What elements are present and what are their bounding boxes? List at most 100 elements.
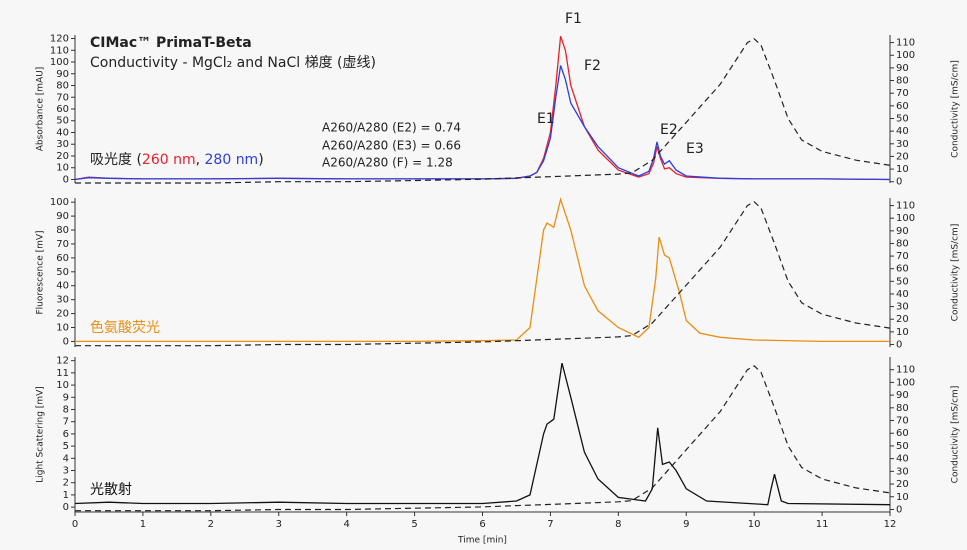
conductivity-line [75,38,891,184]
y2-tick-label: 90 [896,390,909,401]
y-tick-label: 3 [63,466,69,477]
y-tick-label: 50 [56,116,69,127]
y2-tick-label: 40 [896,454,909,465]
y2-tick-label: 90 [896,63,909,74]
y-tick-label: 60 [56,253,69,264]
y2-tick-label: 10 [896,492,909,503]
y2-tick-label: 110 [896,365,915,376]
y-tick-label: 2 [63,478,69,489]
chart-title: CIMac™ PrimaT-Beta [90,35,252,51]
y2-tick-label: 20 [896,314,909,325]
y-tick-label: 10 [56,380,69,391]
y-tick-label: 5 [63,441,69,452]
y-tick-label: 6 [63,429,69,440]
y-tick-label: 30 [56,139,69,150]
legend: 吸光度 (260 nm, 280 nm) [90,152,264,168]
y2-tick-label: 70 [896,251,909,262]
y2-tick-label: 90 [896,226,909,237]
y2-tick-label: 80 [896,403,909,414]
x-tick-label: 12 [884,519,897,530]
y2-tick-label: 50 [896,113,909,124]
y-tick-label: 0 [63,336,69,347]
y-axis-title: Absorbance [mAU] [36,67,46,152]
y-tick-label: 80 [56,225,69,236]
conductivity-line [75,201,891,347]
y2-tick-label: 30 [896,302,909,313]
y-tick-label: 0 [63,502,69,513]
x-tick-label: 10 [748,519,761,530]
y-tick-label: 120 [50,34,69,45]
y-tick-label: 0 [63,174,69,185]
y2-axis-title: Conductivity [mS/cm] [951,60,961,158]
y2-tick-label: 100 [896,213,915,224]
y-axis-title: Fluorescence [mV] [36,230,46,314]
y-tick-label: 90 [56,211,69,222]
y2-tick-label: 110 [896,38,915,49]
x-tick-label: 7 [547,519,553,530]
conductivity-line [75,365,891,512]
annotation: A260/A280 (F) = 1.28 [322,156,453,170]
annotation: A260/A280 (E3) = 0.66 [322,139,461,153]
y-tick-label: 70 [56,92,69,103]
series-line [75,197,890,343]
y2-tick-label: 10 [896,164,909,175]
y2-tick-label: 100 [896,377,915,388]
y2-tick-label: 50 [896,276,909,287]
y2-tick-label: 40 [896,126,909,137]
y2-tick-label: 20 [896,151,909,162]
y2-tick-label: 50 [896,441,909,452]
y-tick-label: 9 [63,392,69,403]
panel-label: 色氨酸荧光 [90,319,160,336]
y-tick-label: 80 [56,81,69,92]
chart-subtitle: Conductivity - MgCl₂ and NaCl 梯度 (虚线) [90,55,376,71]
y-axis-title: Light Scattering [mV] [36,386,46,483]
y-tick-label: 8 [63,404,69,415]
y-tick-label: 100 [50,197,69,208]
y2-tick-label: 0 [896,339,902,350]
y-tick-label: 7 [63,417,69,428]
x-tick-label: 9 [683,519,689,530]
y-tick-label: 30 [56,295,69,306]
x-tick-label: 0 [72,519,78,530]
legend-entry: 280 nm [205,152,259,168]
y2-tick-label: 10 [896,327,909,338]
y-tick-label: 70 [56,239,69,250]
y-tick-label: 11 [56,368,69,379]
annotation: A260/A280 (E2) = 0.74 [322,121,461,135]
x-tick-label: 4 [343,519,349,530]
panel-label: 光散射 [90,482,132,498]
y2-tick-label: 110 [896,201,915,212]
y2-tick-label: 0 [896,177,902,188]
y2-tick-label: 70 [896,88,909,99]
annotation: E3 [686,141,704,157]
y-tick-label: 110 [50,45,69,56]
x-tick-label: 2 [208,519,214,530]
y2-axis-title: Conductivity [mS/cm] [951,224,961,322]
y-tick-label: 10 [56,323,69,334]
x-tick-label: 6 [479,519,485,530]
y-tick-label: 12 [56,356,69,367]
annotation: E1 [537,111,555,127]
annotation: F2 [584,58,601,74]
series-line [74,65,891,181]
x-tick-label: 3 [276,519,282,530]
legend-text: ) [258,152,263,168]
y-tick-label: 1 [63,490,69,501]
y-tick-label: 4 [63,453,69,464]
legend-entry: 260 nm [142,152,196,168]
x-tick-label: 1 [140,519,146,530]
y-tick-label: 10 [56,163,69,174]
y2-tick-label: 0 [896,504,902,515]
y-tick-label: 20 [56,309,69,320]
y-tick-label: 40 [56,127,69,138]
y2-tick-label: 30 [896,466,909,477]
y2-tick-label: 80 [896,238,909,249]
y2-tick-label: 30 [896,139,909,150]
x-axis-title: Time [min] [457,536,507,546]
legend-text: , [196,152,205,168]
x-tick-label: 8 [615,519,621,530]
y-tick-label: 40 [56,281,69,292]
y-tick-label: 50 [56,267,69,278]
y2-tick-label: 40 [896,289,909,300]
